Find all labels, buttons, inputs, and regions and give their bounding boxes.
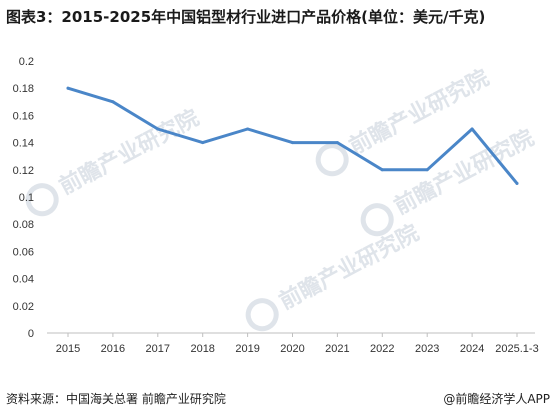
y-tick-label: 0.2: [19, 56, 34, 68]
watermark: 前瞻产业研究院: [245, 220, 423, 332]
data-point: [246, 127, 250, 131]
data-point: [156, 127, 160, 131]
x-tick-label: 2021: [325, 343, 349, 355]
data-point: [425, 168, 429, 172]
y-tick-label: 0.12: [13, 165, 34, 177]
watermark-text: 前瞻产业研究院: [55, 105, 203, 200]
brand-credit: @前瞻经济学人APP: [443, 392, 550, 406]
y-tick-label: 0.1: [19, 192, 34, 204]
y-tick-label: 0.02: [13, 301, 34, 313]
series-layer: [66, 86, 519, 185]
y-tick-label: 0.18: [13, 83, 34, 95]
watermark-text: 前瞻产业研究院: [390, 125, 538, 220]
data-point: [201, 141, 205, 145]
y-tick-label: 0.04: [13, 274, 34, 286]
data-point: [380, 168, 384, 172]
x-tick-label: 2025.1-3: [495, 343, 538, 355]
x-tick-label: 2022: [370, 343, 394, 355]
y-tick-label: 0.08: [13, 219, 34, 231]
x-tick-label: 2018: [190, 343, 214, 355]
chart-title: 图表3：2015-2025年中国铝型材行业进口产品价格(单位：美元/千克): [6, 8, 486, 26]
watermark-logo-icon: [360, 203, 394, 237]
source-note: 资料来源：中国海关总署 前瞻产业研究院: [6, 392, 226, 406]
data-point: [291, 141, 294, 145]
x-tick-label: 2016: [101, 343, 125, 355]
x-tick-label: 2023: [415, 343, 439, 355]
data-point: [66, 86, 70, 90]
watermark-text: 前瞻产业研究院: [275, 220, 423, 315]
y-tick-label: 0.14: [13, 138, 34, 150]
x-tick-label: 2017: [146, 343, 170, 355]
x-axis: 2015 2016 2017 2018 2019 2020 2021 2022 2023 2024…: [56, 333, 539, 355]
x-tick-label: 2020: [280, 343, 304, 355]
watermark-text: 前瞻产业研究院: [345, 65, 493, 160]
y-tick-label: 0.16: [13, 110, 34, 122]
x-tick-label: 2024: [460, 343, 484, 355]
watermark: 前瞻产业研究院: [25, 105, 203, 217]
data-point: [111, 100, 115, 104]
x-tick-label: 2019: [235, 343, 259, 355]
y-tick-label: 0: [28, 328, 34, 340]
y-tick-label: 0.06: [13, 246, 34, 258]
watermark-logo-icon: [25, 183, 59, 217]
x-tick-label: 2015: [56, 343, 80, 355]
data-point: [335, 141, 339, 145]
data-point: [515, 181, 519, 185]
y-axis: 0 0.02 0.04 0.06 0.08 0.1 0.12 0.14 0.16 0.18 0.2: [13, 56, 34, 340]
watermark-logo-icon: [315, 143, 349, 177]
watermark-logo-icon: [245, 298, 279, 332]
data-point: [470, 127, 474, 131]
